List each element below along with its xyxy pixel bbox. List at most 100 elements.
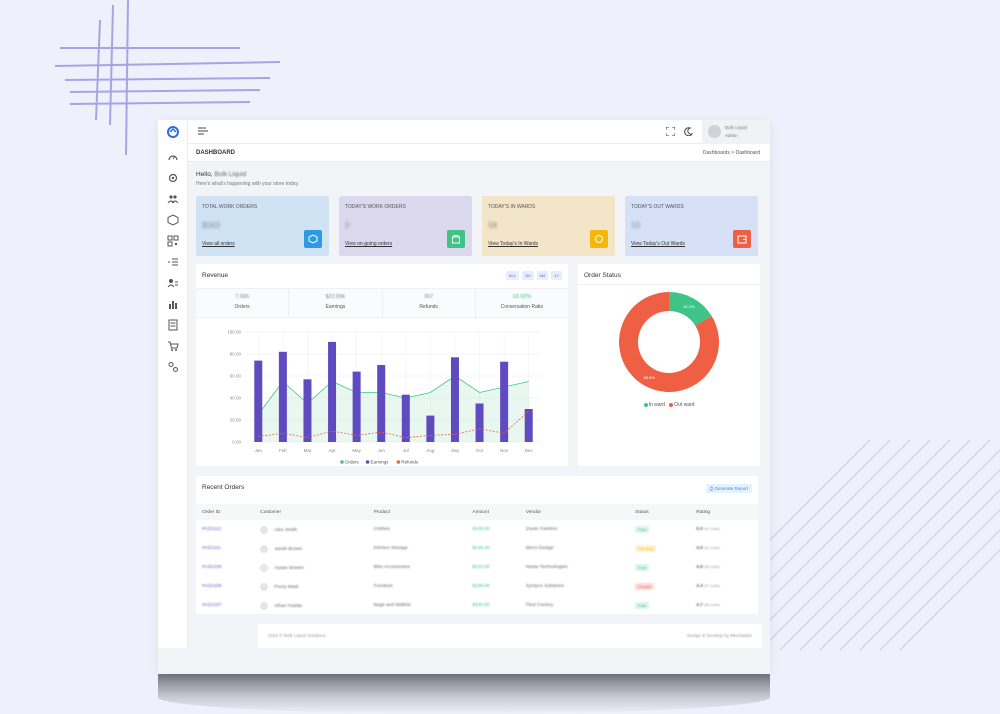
y-tick-label: 60.00 xyxy=(230,374,242,379)
card-label: TOTAL WORK ORDERS xyxy=(202,204,258,210)
fullscreen-icon[interactable] xyxy=(666,127,675,136)
range-1y-button[interactable]: 1Y xyxy=(551,271,562,280)
stat-value: 18.92% xyxy=(512,294,532,300)
x-tick-label: Jun xyxy=(378,448,386,453)
order-id-link[interactable]: #VZ2108 xyxy=(202,584,222,589)
user-list-icon[interactable] xyxy=(167,277,179,289)
col-order-id[interactable]: Order ID xyxy=(196,504,255,520)
col-customer[interactable]: Customer xyxy=(254,504,368,520)
legend-label: Earnings xyxy=(371,460,390,465)
donut-value-label: 16.2% xyxy=(683,304,695,309)
order-id-link[interactable]: #VZ2111 xyxy=(202,546,221,551)
customer-name: Jansh Brown xyxy=(274,546,303,552)
box-icon[interactable] xyxy=(167,214,179,226)
col-status[interactable]: Status xyxy=(629,504,691,520)
table-row[interactable]: #VZ2108 Prezy Mark Furniture $199.00 Syntyce… xyxy=(196,577,758,596)
brand-logo-icon[interactable] xyxy=(167,126,179,138)
y-tick-label: 0.00 xyxy=(232,440,241,445)
table-row[interactable]: #VZ2107 Vihan Hudda Bags and Wallets $330.0… xyxy=(196,596,758,615)
customer-avatar xyxy=(260,544,269,553)
cart-icon[interactable] xyxy=(167,340,179,352)
status-badge: Paid xyxy=(635,564,650,571)
table-row[interactable]: #VZ2109 Ayaan Bowen Bike Accessories $215.0… xyxy=(196,558,758,577)
x-tick-label: Sep xyxy=(451,448,460,453)
legend-label: Orders xyxy=(345,460,360,465)
customer-avatar xyxy=(260,525,269,534)
user-name: Bulk Liquid xyxy=(725,125,748,130)
y-tick-label: 80.00 xyxy=(230,352,242,357)
product-name: Kitchen Storage xyxy=(373,546,408,551)
user-profile-menu[interactable]: Bulk Liquid Admin xyxy=(702,120,770,144)
bar-chart-icon[interactable] xyxy=(167,298,179,310)
dark-mode-moon-icon[interactable] xyxy=(684,127,693,136)
range-6m-button[interactable]: 6M xyxy=(536,271,549,280)
vendor-name: Flexi Factory xyxy=(525,603,554,608)
users-icon[interactable] xyxy=(167,193,179,205)
revenue-range-buttons: ALL 1M 6M 1Y xyxy=(505,271,562,280)
customer-avatar xyxy=(260,563,269,572)
order-id-link[interactable]: #VZ2109 xyxy=(202,565,222,570)
order-id-link[interactable]: #VZ2107 xyxy=(202,603,222,608)
range-1m-button[interactable]: 1M xyxy=(521,271,534,280)
orders-area xyxy=(258,376,529,442)
table-header-row: Order ID Customer Product Amount Vendor … xyxy=(196,504,758,520)
page-header: DASHBOARD Dashboards > Dashboard xyxy=(188,144,770,162)
customer-name: Ayaan Bowen xyxy=(274,565,304,571)
col-product[interactable]: Product xyxy=(367,504,467,520)
generate-report-button[interactable]: ⎙ Generate Report xyxy=(705,484,752,493)
bag-icon xyxy=(447,230,465,248)
view-ongoing-orders-link[interactable]: View on-going orders xyxy=(345,241,393,247)
order-status-title: Order Status xyxy=(584,272,621,279)
view-out-wards-link[interactable]: View Today's Out Wards xyxy=(631,241,685,247)
stat-value: 7,585 xyxy=(235,294,249,300)
rating-value: 4.9 xyxy=(696,565,703,570)
x-tick-label: Jan xyxy=(255,448,263,453)
earnings-bar xyxy=(450,357,459,442)
settings-gear-icon[interactable] xyxy=(167,172,179,184)
card-todays-out-wards: TODAY'S OUT WARDS 10 View Today's Out Wa… xyxy=(625,196,758,256)
range-all-button[interactable]: ALL xyxy=(505,271,519,280)
view-all-orders-link[interactable]: View all orders xyxy=(202,241,235,247)
product-name: Clothes xyxy=(373,527,390,532)
generate-report-label: Generate Report xyxy=(714,486,748,491)
greeting-name: Bulk Liquid xyxy=(214,171,247,178)
revenue-stats: 7,585 Orders $22.89k Earnings 367 Refund… xyxy=(196,288,568,318)
view-in-wards-link[interactable]: View Today's In Wards xyxy=(488,241,539,247)
speedometer-icon[interactable] xyxy=(167,151,179,163)
device-shadow xyxy=(158,672,770,714)
rating-votes: (47 votes) xyxy=(704,584,720,588)
x-tick-label: Nov xyxy=(500,448,509,453)
list-arrow-icon[interactable] xyxy=(167,256,179,268)
earnings-bar xyxy=(303,379,312,442)
card-todays-in-wards: TODAY'S IN WARDS 58 View Today's In Ward… xyxy=(482,196,615,256)
orders-line xyxy=(257,375,529,415)
stat-earnings: $22.89k Earnings xyxy=(289,289,383,317)
order-id-link[interactable]: #VZ2112 xyxy=(202,527,222,532)
earnings-bar xyxy=(524,409,533,442)
breadcrumb[interactable]: Dashboards > Dashboard xyxy=(702,150,760,156)
hamburger-menu-icon[interactable] xyxy=(198,127,208,135)
y-tick-label: 40.00 xyxy=(230,396,242,401)
card-total-work-orders: TOTAL WORK ORDERS $563 View all orders xyxy=(196,196,329,256)
legend-in-ward: In ward xyxy=(648,402,665,408)
col-rating[interactable]: Rating xyxy=(690,504,758,520)
user-avatar xyxy=(708,125,721,138)
calculator-icon[interactable] xyxy=(167,319,179,331)
vendor-name: Nesta Technologies xyxy=(525,565,568,570)
footer: 2024 © Bulk Liquid Solutions Design & De… xyxy=(258,624,762,648)
donut-slice xyxy=(619,292,719,392)
qr-code-icon[interactable] xyxy=(167,235,179,247)
col-amount[interactable]: Amount xyxy=(466,504,520,520)
table-row[interactable]: #VZ2112 Alex Smith Clothes $109.00 Zoetic Fa… xyxy=(196,520,758,539)
footer-copyright: 2024 © Bulk Liquid Solutions xyxy=(268,633,326,638)
user-settings-icon[interactable] xyxy=(167,361,179,373)
col-vendor[interactable]: Vendor xyxy=(519,504,630,520)
amount: $199.00 xyxy=(472,584,490,589)
y-tick-label: 20.00 xyxy=(230,418,242,423)
order-status-panel: Order Status 16.2% 83.8% In ward Out ward xyxy=(578,264,760,466)
dashboard-app: Bulk Liquid Admin DASHBOARD Dashboards >… xyxy=(158,120,770,674)
table-row[interactable]: #VZ2111 Jansh Brown Kitchen Storage $149.00… xyxy=(196,539,758,558)
card-value: $563 xyxy=(202,221,220,230)
card-label: TODAY'S WORK ORDERS xyxy=(345,204,406,210)
recent-orders-title: Recent Orders xyxy=(202,484,245,491)
